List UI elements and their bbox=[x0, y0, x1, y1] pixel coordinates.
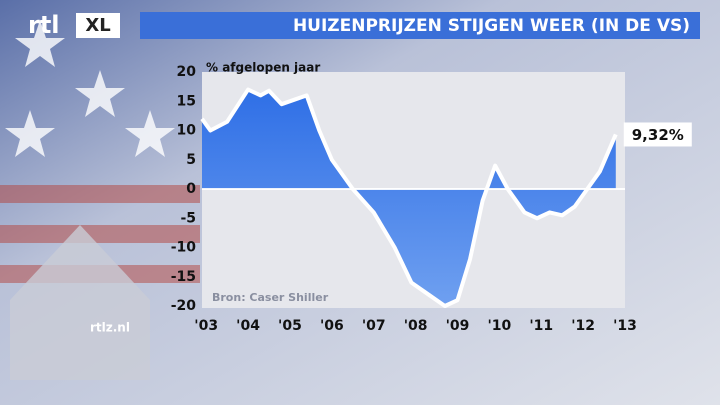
area bbox=[202, 89, 616, 306]
y-tick-label: -20 bbox=[171, 298, 197, 314]
x-tick-label: '04 bbox=[236, 318, 260, 334]
y-tick-label: 10 bbox=[177, 123, 197, 139]
value-label: 9,32% bbox=[632, 126, 684, 144]
x-tick-label: '13 bbox=[613, 318, 637, 334]
y-tick-label: 0 bbox=[186, 181, 196, 197]
x-tick-label: '08 bbox=[404, 318, 428, 334]
logo: rtl bbox=[28, 11, 60, 39]
value-label-box bbox=[623, 122, 692, 147]
x-tick-label: '11 bbox=[529, 318, 553, 334]
y-tick-label: -15 bbox=[171, 269, 196, 285]
line bbox=[200, 87, 618, 308]
y-tick-label: 15 bbox=[177, 93, 196, 109]
x-tick-label: '09 bbox=[446, 318, 470, 334]
site: rtlz.nl bbox=[90, 321, 130, 335]
y-tick-label: -5 bbox=[180, 210, 196, 226]
logo-badge: XL bbox=[85, 15, 110, 36]
title-bar bbox=[140, 12, 700, 39]
x-tick-label: '12 bbox=[571, 318, 595, 334]
y-tick-label: -10 bbox=[171, 240, 197, 256]
logo-badge-box bbox=[76, 13, 120, 38]
y-axis-label: % afgelopen jaar bbox=[206, 61, 320, 75]
y-tick-label: 20 bbox=[177, 64, 197, 80]
y-tick-label: 5 bbox=[186, 152, 196, 168]
source: Bron: Caser Shiller bbox=[212, 291, 329, 304]
flag-stars bbox=[5, 20, 175, 157]
x-tick-label: '03 bbox=[194, 318, 218, 334]
x-tick-label: '10 bbox=[487, 318, 511, 334]
x-tick-label: '06 bbox=[320, 318, 344, 334]
x-tick-label: '05 bbox=[278, 318, 302, 334]
x-tick-label: '07 bbox=[362, 318, 386, 334]
chart-title: HUIZENPRIJZEN STIJGEN WEER (IN DE VS) bbox=[293, 16, 690, 36]
house bbox=[10, 225, 150, 380]
